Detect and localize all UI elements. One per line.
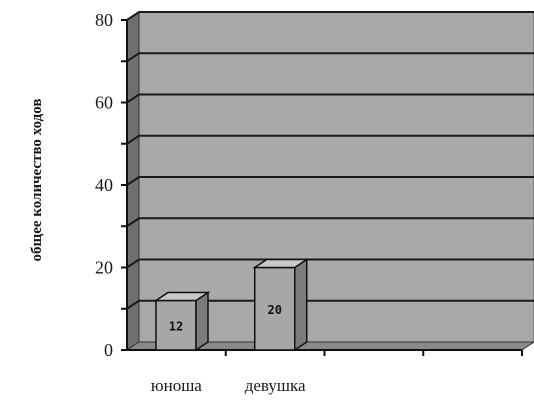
gridline [126,217,534,228]
gridline [126,93,534,104]
labels: 12 юноша 20 девушка [151,303,306,395]
gridline [126,52,534,63]
bars [153,258,310,352]
y-tick-label: 20 [95,258,113,278]
category-label: юноша [151,376,202,395]
gridline [126,176,534,186]
data-label: 20 [268,303,282,317]
gridline [126,299,534,310]
y-tick-label: 60 [95,93,113,113]
bar [153,291,211,352]
data-label: 12 [169,319,183,333]
y-tick-label: 0 [104,340,113,360]
bar-side [195,291,209,352]
gridlines [126,11,534,310]
bar [252,258,310,352]
y-tick-label: 40 [95,175,113,195]
category-label: девушка [245,376,306,395]
bar-top [153,291,211,302]
y-axis-label: общее количество ходов [29,99,45,262]
y-tick-label: 80 [95,10,113,30]
gridline [126,11,534,21]
bar-top [252,258,310,269]
bar-side [294,258,308,352]
gridline [126,258,534,269]
gridline [126,134,534,145]
